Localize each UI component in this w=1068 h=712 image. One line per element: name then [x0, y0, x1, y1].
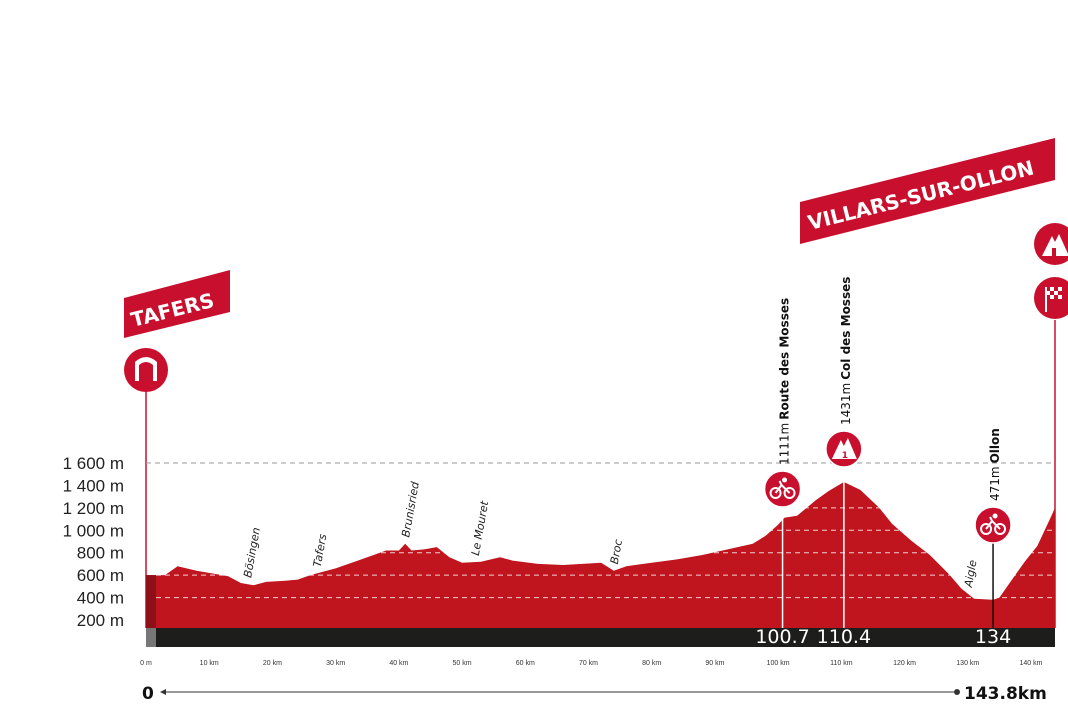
mountain-icon: 1 — [825, 430, 863, 468]
distance-scale: 0 143.8km — [142, 684, 1047, 704]
x-tick-label: 70 km — [579, 660, 598, 667]
x-tick-label: 130 km — [956, 660, 979, 667]
y-tick-label: 400 m — [77, 589, 124, 608]
town-label: Broc — [608, 538, 625, 565]
sprint-icon — [974, 506, 1012, 544]
y-tick-label: 1 200 m — [63, 499, 124, 518]
climb-km-label: 110.4 — [817, 626, 871, 648]
climb-name: Col des Mosses — [839, 277, 853, 380]
x-tick-label: 10 km — [200, 660, 219, 667]
x-tick-label: 30 km — [326, 660, 345, 667]
sprint-icon — [763, 470, 802, 508]
x-tick-label: 50 km — [453, 660, 472, 667]
x-tick-label: 100 km — [767, 660, 790, 667]
mountain-finish-icon — [1034, 223, 1068, 265]
x-tick-label: 120 km — [893, 660, 916, 667]
start-arch-icon — [124, 348, 168, 392]
x-tick-label: 90 km — [705, 660, 724, 667]
x-tick-label: 0 m — [140, 660, 152, 667]
finish-flag-icon — [1034, 277, 1068, 319]
start-banner: TAFERS — [124, 270, 230, 338]
start-edge — [146, 575, 156, 628]
finish-banner: VILLARS-SUR-OLLON — [800, 138, 1055, 244]
x-tick-label: 80 km — [642, 660, 661, 667]
climb-altitude: 471m — [988, 466, 1002, 501]
elevation-area — [146, 482, 1055, 628]
climb-label: 471m Ollon — [988, 428, 1002, 501]
y-tick-label: 200 m — [77, 611, 124, 630]
strip-start-cap — [146, 628, 156, 647]
x-tick-label: 140 km — [1019, 660, 1042, 667]
distance-start: 0 — [142, 684, 154, 704]
climb-label: 1111m Route des Mosses — [778, 298, 792, 465]
climb-altitude: 1431m — [839, 383, 853, 425]
town-label: Aigle — [962, 559, 980, 589]
y-tick-label: 600 m — [77, 566, 124, 585]
y-tick-label: 1 000 m — [63, 521, 124, 540]
x-tick-label: 60 km — [516, 660, 535, 667]
x-tick-label: 40 km — [389, 660, 408, 667]
y-tick-label: 800 m — [77, 544, 124, 563]
y-tick-label: 1 600 m — [63, 454, 124, 473]
climb-name: Route des Mosses — [778, 298, 792, 420]
x-tick-label: 20 km — [263, 660, 282, 667]
town-label: Tafers — [311, 533, 330, 568]
climb-km-label: 100.7 — [755, 626, 809, 648]
climb-name: Ollon — [988, 428, 1002, 463]
climb-altitude: 1111m — [778, 423, 792, 465]
climb-label: 1431m Col des Mosses — [839, 277, 853, 425]
y-tick-label: 1 400 m — [63, 476, 124, 495]
distance-end: 143.8km — [964, 684, 1047, 704]
svg-text:1: 1 — [842, 451, 848, 461]
climb-km-label: 134 — [975, 626, 1011, 648]
town-label: Brunisried — [399, 480, 422, 539]
x-tick-label: 110 km — [830, 660, 853, 667]
distance-strip — [146, 628, 1055, 647]
